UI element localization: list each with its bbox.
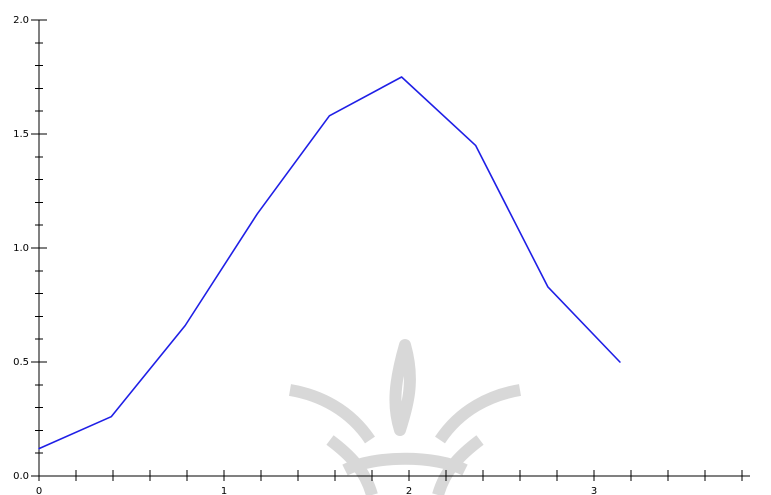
y-tick-label: 0.5 bbox=[13, 357, 29, 368]
y-tick-label: 0.0 bbox=[13, 471, 29, 482]
x-tick-label: 2 bbox=[406, 486, 412, 495]
series-layer bbox=[38, 76, 621, 450]
x-ticks: 0 1 2 3 bbox=[36, 470, 743, 495]
watermark-emblem bbox=[288, 339, 522, 495]
series-line bbox=[38, 76, 621, 450]
x-tick-label: 0 bbox=[36, 486, 42, 495]
x-tick-label: 3 bbox=[591, 486, 597, 495]
y-ticks: 0.0 0.5 1.0 1.5 2.0 bbox=[13, 15, 47, 482]
y-tick-label: 2.0 bbox=[13, 15, 29, 26]
x-tick-label: 1 bbox=[221, 486, 227, 495]
y-tick-label: 1.0 bbox=[13, 243, 29, 254]
y-tick-label: 1.5 bbox=[13, 129, 29, 140]
